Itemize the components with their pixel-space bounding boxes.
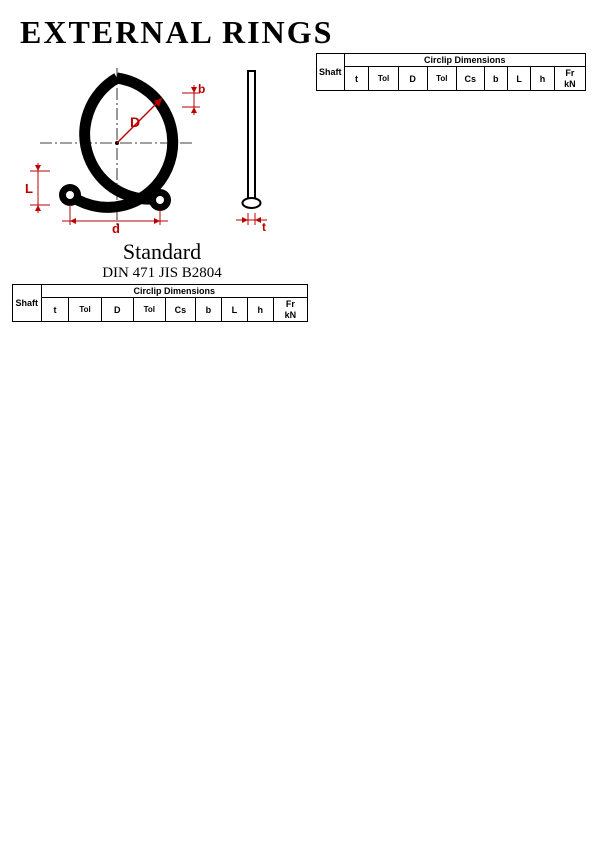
th-h: h (531, 67, 554, 91)
din-jis-label: DIN 471 JIS B2804 (12, 265, 312, 282)
th-Tol: Tol (133, 298, 165, 322)
th-Cs: Cs (456, 67, 484, 91)
th-shaft: Shaft (317, 54, 345, 91)
page-title: EXTERNAL RINGS (20, 14, 588, 51)
left-column: D b L d (12, 53, 312, 322)
th-t: t (344, 67, 369, 91)
th-D: D (101, 298, 133, 322)
label-t: t (262, 220, 266, 233)
th-t: t (41, 298, 69, 322)
table1-wrapper: Shaft Circlip Dimensions tTolDTolCsbLhFr… (12, 284, 312, 322)
label-b: b (198, 82, 205, 96)
th-Tol: Tol (69, 298, 101, 322)
th-shaft: Shaft (13, 285, 42, 322)
diagram-row: D b L d (12, 53, 312, 243)
th-Tol: Tol (427, 67, 456, 91)
table2-wrapper: Shaft Circlip Dimensions tTolDTolCsbLhFr… (312, 53, 586, 91)
th-D: D (398, 67, 427, 91)
th-L: L (221, 298, 247, 322)
th-caption: Circlip Dimensions (41, 285, 308, 298)
th-FrkN: FrkN (273, 298, 307, 322)
table-left: Shaft Circlip Dimensions tTolDTolCsbLhFr… (12, 284, 308, 322)
side-diagram: t (222, 63, 282, 233)
label-L: L (25, 181, 33, 196)
th-L: L (507, 67, 530, 91)
th-h: h (247, 298, 273, 322)
label-d: d (112, 221, 120, 233)
label-D: D (130, 114, 140, 130)
th-caption: Circlip Dimensions (344, 54, 586, 67)
top-row: D b L d (12, 53, 588, 322)
th-FrkN: FrkN (554, 67, 585, 91)
th-Cs: Cs (165, 298, 195, 322)
ring-diagram: D b L d (22, 63, 212, 233)
standard-label: Standard (12, 239, 312, 265)
th-b: b (195, 298, 221, 322)
th-Tol: Tol (369, 67, 398, 91)
th-b: b (484, 67, 507, 91)
table-right: Shaft Circlip Dimensions tTolDTolCsbLhFr… (316, 53, 586, 91)
